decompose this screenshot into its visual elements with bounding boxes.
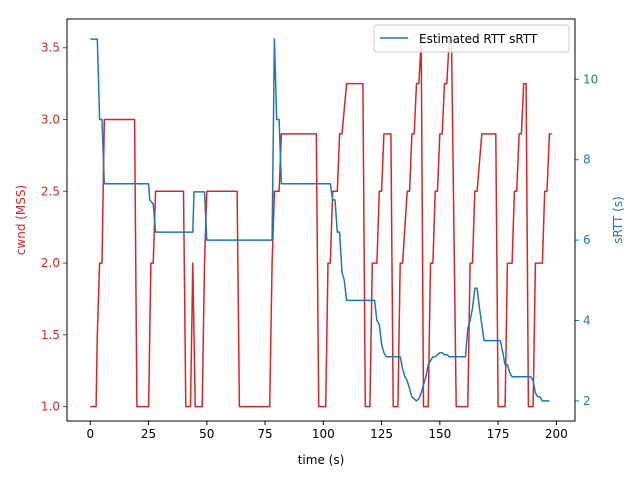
x-tick-label: 150 <box>428 427 451 441</box>
x-tick-label: 0 <box>86 427 94 441</box>
x-tick-label: 75 <box>257 427 272 441</box>
legend-frame <box>373 24 570 53</box>
y-right-axis-label: sRTT (s) <box>611 196 625 244</box>
ticks-layer: 0 25 50 75 100 125 150 175 200 1.0 1.5 2.0 2.5 3.0 3.5… <box>41 41 598 441</box>
x-tick-label: 125 <box>370 427 393 441</box>
y-left-tick-label: 2.5 <box>41 184 60 198</box>
y-left-tick-label: 2.0 <box>41 256 60 270</box>
series-line-cwnd <box>90 39 552 408</box>
y-right-tick-label: 8 <box>583 153 591 167</box>
x-axis-label: time (s) <box>298 453 345 467</box>
y-left-tick-label: 3.5 <box>41 41 60 55</box>
legend-srtt-label: Estimated RTT sRTT <box>419 32 538 46</box>
y-left-tick-label: 1.5 <box>41 328 60 342</box>
legend: Estimated RTT sRTT <box>373 24 570 53</box>
x-tick-label: 100 <box>312 427 335 441</box>
y-left-axis-label: cwnd (MSS) <box>14 185 28 255</box>
x-tick-label: 175 <box>487 427 510 441</box>
x-tick-label: 50 <box>199 427 214 441</box>
y-right-tick-label: 10 <box>583 72 598 86</box>
series-layer <box>90 38 552 408</box>
x-tick-label: 25 <box>141 427 156 441</box>
y-right-tick-label: 6 <box>583 233 591 247</box>
x-tick-label: 200 <box>545 427 568 441</box>
y-right-tick-label: 2 <box>583 394 591 408</box>
y-right-tick-label: 4 <box>583 314 591 328</box>
y-left-tick-label: 3.0 <box>41 113 60 127</box>
series-line-srtt <box>90 38 550 402</box>
y-left-tick-label: 1.0 <box>41 400 60 414</box>
plot-area-frame <box>66 18 576 422</box>
